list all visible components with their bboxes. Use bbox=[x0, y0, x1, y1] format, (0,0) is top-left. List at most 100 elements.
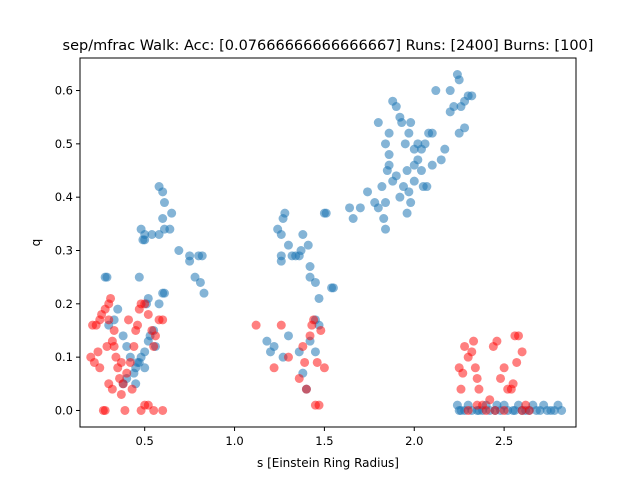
data-point bbox=[328, 283, 338, 293]
data-point bbox=[199, 288, 209, 298]
data-point bbox=[397, 118, 407, 128]
y-tick-label: 0.3 bbox=[55, 243, 73, 257]
data-point bbox=[125, 357, 135, 367]
data-point bbox=[159, 198, 169, 208]
data-point bbox=[278, 214, 288, 224]
data-point bbox=[456, 384, 466, 394]
y-axis-label: q bbox=[29, 239, 43, 247]
data-point bbox=[140, 347, 150, 357]
data-point bbox=[460, 341, 470, 351]
data-point bbox=[133, 357, 143, 367]
data-point bbox=[492, 336, 502, 346]
data-point bbox=[310, 347, 320, 357]
data-point bbox=[314, 293, 324, 303]
data-point bbox=[109, 325, 119, 335]
data-point bbox=[129, 341, 139, 351]
x-tick-label: 0.5 bbox=[136, 434, 154, 448]
data-point bbox=[496, 373, 506, 383]
plot-frame bbox=[79, 57, 577, 428]
data-point bbox=[363, 187, 373, 197]
data-point bbox=[107, 384, 117, 394]
data-point bbox=[381, 224, 391, 234]
data-point bbox=[120, 405, 130, 415]
data-point bbox=[472, 373, 482, 383]
data-point bbox=[296, 245, 306, 255]
data-point bbox=[321, 208, 331, 218]
data-point bbox=[134, 272, 144, 282]
y-tick-label: 0.2 bbox=[55, 297, 73, 311]
plot-area bbox=[80, 58, 576, 427]
data-point bbox=[158, 315, 168, 325]
data-point bbox=[147, 230, 157, 240]
data-point bbox=[319, 363, 329, 373]
data-point bbox=[309, 315, 319, 325]
data-point bbox=[262, 336, 272, 346]
data-point bbox=[269, 363, 279, 373]
data-point bbox=[384, 128, 394, 138]
data-point bbox=[102, 341, 112, 351]
y-tick-label: 0.0 bbox=[55, 403, 73, 417]
data-point bbox=[109, 341, 119, 351]
data-point bbox=[474, 384, 484, 394]
data-point bbox=[481, 405, 491, 415]
data-point bbox=[517, 347, 527, 357]
data-point bbox=[395, 192, 405, 202]
data-point bbox=[95, 363, 105, 373]
data-point bbox=[472, 400, 482, 410]
data-point bbox=[445, 86, 455, 96]
x-tick-label: 2.0 bbox=[405, 434, 423, 448]
data-point bbox=[490, 405, 500, 415]
data-point bbox=[283, 240, 293, 250]
data-point bbox=[373, 118, 383, 128]
y-tick-label: 0.6 bbox=[55, 84, 73, 98]
data-point bbox=[106, 293, 116, 303]
data-point bbox=[508, 379, 518, 389]
data-point bbox=[409, 176, 419, 186]
data-point bbox=[413, 155, 423, 165]
data-point bbox=[167, 208, 177, 218]
y-tick-label: 0.5 bbox=[55, 137, 73, 151]
data-point bbox=[404, 187, 414, 197]
data-point bbox=[136, 224, 146, 234]
data-point bbox=[159, 288, 169, 298]
data-point bbox=[316, 325, 326, 335]
data-point bbox=[312, 357, 322, 367]
data-point bbox=[269, 341, 279, 351]
data-point bbox=[449, 102, 459, 112]
y-tick-label: 0.1 bbox=[55, 350, 73, 364]
data-point bbox=[384, 160, 394, 170]
data-point bbox=[454, 128, 464, 138]
data-point bbox=[499, 405, 509, 415]
data-point bbox=[154, 299, 164, 309]
x-tick-label: 1.0 bbox=[225, 434, 243, 448]
data-point bbox=[381, 198, 391, 208]
data-point bbox=[406, 198, 416, 208]
data-point bbox=[402, 208, 412, 218]
data-point bbox=[116, 357, 126, 367]
data-point bbox=[104, 315, 114, 325]
data-point bbox=[314, 400, 324, 410]
data-point bbox=[379, 214, 389, 224]
data-point bbox=[303, 240, 313, 250]
data-point bbox=[381, 139, 391, 149]
data-point bbox=[404, 128, 414, 138]
data-point bbox=[133, 320, 143, 330]
data-point bbox=[150, 331, 160, 341]
y-tick-label: 0.4 bbox=[55, 190, 73, 204]
data-point bbox=[140, 363, 150, 373]
data-point bbox=[118, 331, 128, 341]
data-point bbox=[301, 384, 311, 394]
data-point bbox=[149, 405, 159, 415]
data-point bbox=[469, 336, 479, 346]
data-point bbox=[422, 182, 432, 192]
data-point bbox=[300, 357, 310, 367]
data-point bbox=[100, 405, 110, 415]
data-point bbox=[467, 347, 477, 357]
data-point bbox=[122, 368, 132, 378]
data-point bbox=[499, 363, 509, 373]
data-point bbox=[427, 128, 437, 138]
data-point bbox=[276, 320, 286, 330]
data-point bbox=[197, 251, 207, 261]
x-tick-label: 1.5 bbox=[315, 434, 333, 448]
